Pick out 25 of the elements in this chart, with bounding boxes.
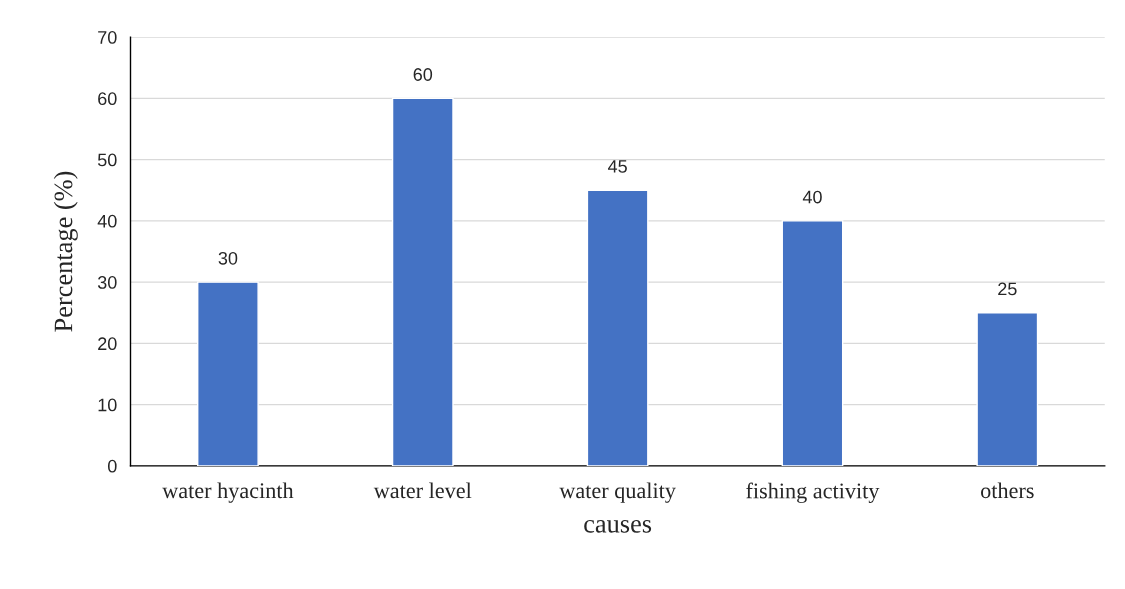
- y-tick-label: 40: [97, 214, 117, 228]
- y-tick-label: 10: [98, 398, 117, 412]
- y-tick-label: 60: [98, 92, 117, 106]
- x-tick-label: water hyacinth: [162, 482, 294, 503]
- bar: [586, 189, 649, 466]
- x-axis-title: causes: [584, 519, 652, 533]
- y-tick-label: 20: [98, 337, 117, 351]
- y-tick-label: 30: [97, 276, 117, 289]
- y-tick-label: 50: [97, 153, 117, 167]
- bar: [976, 312, 1039, 466]
- bar: [391, 97, 454, 466]
- bar: [197, 281, 259, 466]
- bar: [781, 220, 844, 466]
- x-tick-label: fishing activity: [746, 482, 880, 504]
- y-tick-label: 0: [107, 459, 117, 473]
- x-tick-label: others: [981, 482, 1034, 499]
- data-label: 30: [218, 251, 238, 265]
- data-label: 45: [608, 160, 627, 173]
- y-tick-label: 70: [98, 31, 117, 44]
- data-label: 60: [413, 68, 433, 81]
- y-axis-title: Percentage (%): [53, 171, 78, 332]
- data-label: 40: [802, 190, 822, 204]
- x-tick-label: water quality: [559, 482, 676, 503]
- data-label: 25: [998, 282, 1017, 296]
- x-tick-label: water level: [373, 482, 472, 499]
